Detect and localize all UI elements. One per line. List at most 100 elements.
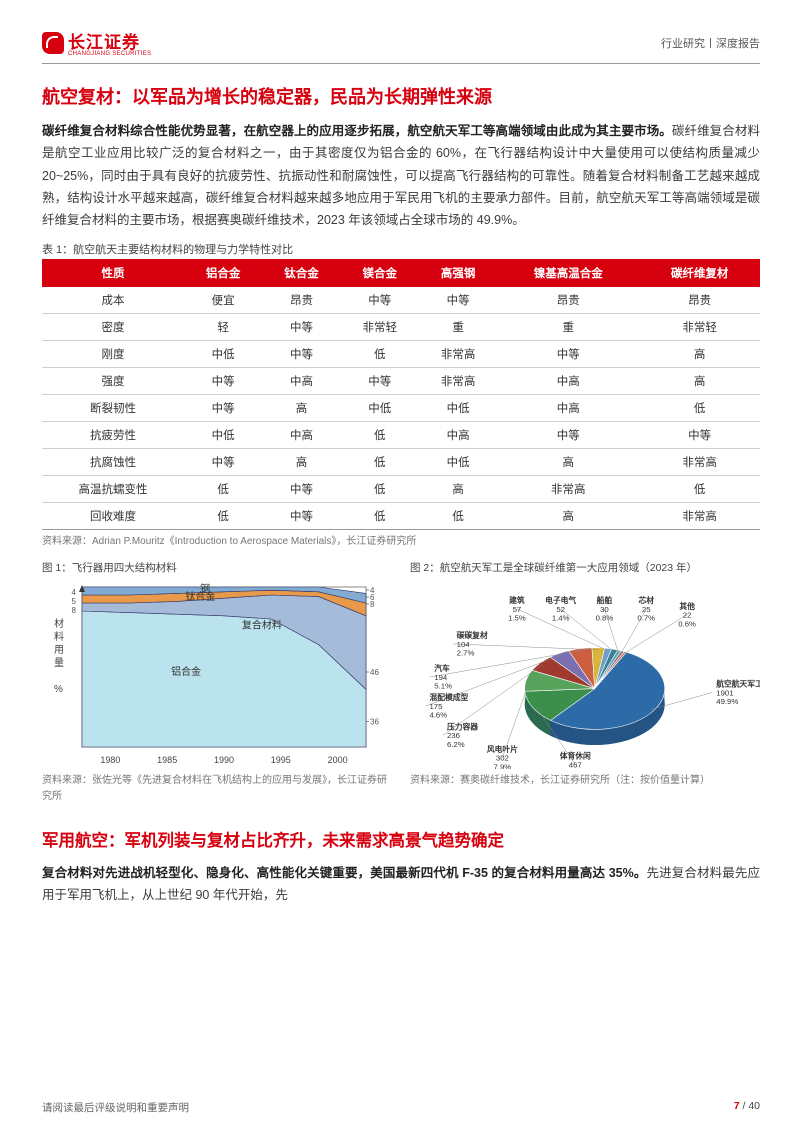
- table-cell: 非常轻: [341, 314, 419, 341]
- paragraph-1: 碳纤维复合材料综合性能优势显著，在航空器上的应用逐步拓展，航空航天军工等高端领域…: [42, 120, 760, 231]
- page-header: 长江证券 CHANGJIANG SECURITIES 行业研究丨深度报告: [42, 28, 760, 64]
- table-header-cell: 高强钢: [419, 259, 497, 287]
- svg-text:混配模成型: 混配模成型: [429, 693, 468, 703]
- svg-text:5: 5: [72, 597, 77, 606]
- table-cell: 昂贵: [497, 287, 639, 314]
- table-cell: 中等: [184, 395, 262, 422]
- svg-text:2.7%: 2.7%: [457, 649, 475, 658]
- table-cell: 中低: [419, 449, 497, 476]
- table-cell: 中高: [262, 422, 340, 449]
- svg-text:压力容器: 压力容器: [447, 722, 478, 732]
- table-cell: 中等: [341, 287, 419, 314]
- svg-text:风电叶片: 风电叶片: [487, 744, 518, 754]
- table-header-cell: 镍基高温合金: [497, 259, 639, 287]
- table-header-cell: 性质: [42, 259, 184, 287]
- table-cell: 非常高: [639, 449, 760, 476]
- svg-text:52: 52: [556, 605, 565, 614]
- svg-text:8: 8: [370, 600, 375, 609]
- table-1-source: 资料来源：Adrian P.Mouritz《Introduction to Ae…: [42, 534, 760, 550]
- section-heading-1: 航空复材：以军品为增长的稳定器，民品为长期弹性来源: [42, 84, 760, 110]
- table-row: 刚度中低中等低非常高中等高: [42, 341, 760, 368]
- table-1-caption: 表 1：航空航天主要结构材料的物理与力学特性对比: [42, 241, 760, 257]
- svg-text:建筑: 建筑: [508, 595, 525, 605]
- figure-1-chart: 19801985199019952000材料用量 %4584684636钢钛合金…: [42, 579, 392, 769]
- svg-text:芯材: 芯材: [638, 595, 654, 605]
- svg-text:1985: 1985: [157, 755, 177, 765]
- section-heading-2: 军用航空：军机列装与复材占比齐升，未来需求高景气趋势确定: [42, 829, 760, 854]
- table-cell: 非常高: [497, 476, 639, 503]
- page-total: 40: [748, 1100, 760, 1112]
- table-cell: 轻: [184, 314, 262, 341]
- table-cell: 高温抗蠕变性: [42, 476, 184, 503]
- table-cell: 高: [497, 503, 639, 530]
- figure-2-chart: 航空航天军工190149.9%体育休闲46712.3%风电叶片3027.9%压力…: [410, 579, 760, 769]
- figure-2-caption: 图 2：航空航天军工是全球碳纤维第一大应用领域（2023 年）: [410, 560, 760, 575]
- comparison-table: 性质铝合金钛合金镁合金高强钢镍基高温合金碳纤维复材 成本便宜昂贵中等中等昂贵昂贵…: [42, 259, 760, 530]
- svg-text:104: 104: [457, 640, 471, 649]
- table-cell: 中低: [419, 395, 497, 422]
- table-cell: 重: [497, 314, 639, 341]
- table-cell: 低: [341, 341, 419, 368]
- table-row: 断裂韧性中等高中低中低中高低: [42, 395, 760, 422]
- brand-name-en: CHANGJIANG SECURITIES: [68, 51, 151, 57]
- table-row: 回收难度低中等低低高非常高: [42, 503, 760, 530]
- svg-text:1901: 1901: [716, 689, 733, 698]
- table-cell: 低: [341, 449, 419, 476]
- brand-name-cn: 长江证券: [68, 33, 140, 52]
- svg-text:30: 30: [600, 605, 609, 614]
- table-cell: 非常高: [419, 368, 497, 395]
- svg-text:其他: 其他: [679, 601, 695, 611]
- svg-text:电子电气: 电子电气: [545, 595, 576, 605]
- svg-text:量: 量: [54, 657, 64, 669]
- table-cell: 非常高: [419, 341, 497, 368]
- table-cell: 低: [341, 422, 419, 449]
- svg-text:1.4%: 1.4%: [552, 614, 570, 623]
- table-cell: 低: [184, 503, 262, 530]
- table-cell: 高: [639, 368, 760, 395]
- svg-text:船舶: 船舶: [597, 595, 613, 605]
- table-cell: 中等: [262, 476, 340, 503]
- svg-text:467: 467: [569, 761, 582, 770]
- svg-text:8: 8: [72, 606, 77, 615]
- page-number: 7 / 40: [734, 1100, 760, 1115]
- table-cell: 高: [419, 476, 497, 503]
- table-cell: 非常高: [639, 503, 760, 530]
- table-row: 抗腐蚀性中等高低中低高非常高: [42, 449, 760, 476]
- table-cell: 低: [184, 476, 262, 503]
- table-cell: 高: [262, 449, 340, 476]
- table-cell: 刚度: [42, 341, 184, 368]
- table-cell: 中等: [262, 341, 340, 368]
- svg-text:36: 36: [370, 718, 379, 727]
- paragraph-2: 复合材料对先进战机轻型化、隐身化、高性能化关键重要，美国最新四代机 F-35 的…: [42, 862, 760, 907]
- table-cell: 非常轻: [639, 314, 760, 341]
- svg-text:25: 25: [642, 605, 651, 614]
- table-row: 高温抗蠕变性低中等低高非常高低: [42, 476, 760, 503]
- table-cell: 中等: [184, 449, 262, 476]
- logo-mark-icon: [42, 32, 64, 54]
- figure-2-column: 图 2：航空航天军工是全球碳纤维第一大应用领域（2023 年） 航空航天军工19…: [410, 560, 760, 815]
- table-cell: 强度: [42, 368, 184, 395]
- svg-text:复合材料: 复合材料: [242, 619, 282, 632]
- svg-text:1.5%: 1.5%: [508, 614, 526, 623]
- table-cell: 高: [497, 449, 639, 476]
- figure-1-caption: 图 1：飞行器用四大结构材料: [42, 560, 392, 575]
- table-cell: 中等: [639, 422, 760, 449]
- figure-row: 图 1：飞行器用四大结构材料 19801985199019952000材料用量 …: [42, 560, 760, 815]
- svg-text:0.7%: 0.7%: [637, 614, 655, 623]
- table-cell: 低: [639, 395, 760, 422]
- figure-1-source: 资料来源：张佐光等《先进复合材料在飞机结构上的应用与发展》，长江证券研究所: [42, 773, 392, 805]
- svg-text:1990: 1990: [214, 755, 234, 765]
- table-row: 成本便宜昂贵中等中等昂贵昂贵: [42, 287, 760, 314]
- svg-text:1980: 1980: [100, 755, 120, 765]
- table-cell: 中等: [341, 368, 419, 395]
- table-cell: 低: [341, 476, 419, 503]
- table-cell: 中低: [184, 341, 262, 368]
- svg-text:材: 材: [54, 617, 64, 630]
- table-cell: 密度: [42, 314, 184, 341]
- paragraph-2-bold: 复合材料对先进战机轻型化、隐身化、高性能化关键重要，美国最新四代机 F-35 的…: [42, 866, 646, 880]
- svg-text:汽车: 汽车: [434, 663, 450, 673]
- table-cell: 昂贵: [262, 287, 340, 314]
- svg-text:4: 4: [72, 588, 77, 597]
- table-cell: 中等: [262, 314, 340, 341]
- table-cell: 高: [639, 341, 760, 368]
